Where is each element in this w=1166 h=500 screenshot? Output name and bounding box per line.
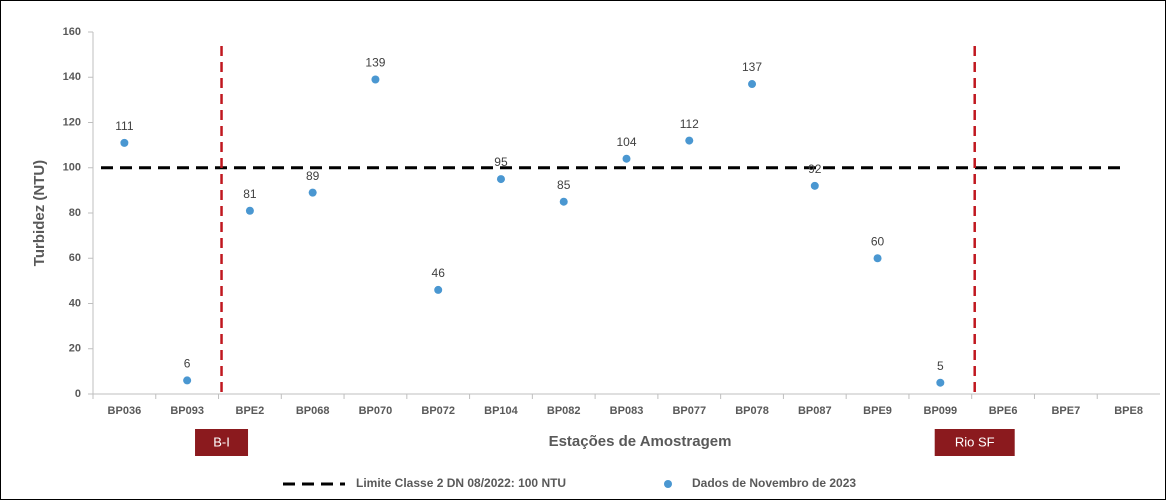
data-point	[183, 376, 192, 385]
y-tick-label: 40	[69, 297, 81, 309]
data-point	[434, 285, 443, 294]
x-tick-label: BP099	[924, 405, 958, 417]
data-point	[120, 138, 129, 147]
x-tick-label: BP068	[296, 405, 330, 417]
y-axis-title: Turbidez (NTU)	[31, 160, 48, 266]
data-label: 95	[494, 155, 508, 169]
data-label: 6	[184, 357, 191, 371]
x-tick-label: BP078	[735, 405, 769, 417]
x-tick-label: BP070	[359, 405, 393, 417]
x-axis-title: Estações de Amostragem	[549, 433, 732, 450]
x-tick-label: BPE2	[236, 405, 265, 417]
divider-label-box	[195, 429, 249, 456]
x-tick-label: BPE9	[863, 405, 892, 417]
data-point	[371, 75, 380, 84]
y-tick-label: 140	[63, 71, 81, 83]
data-label: 89	[306, 169, 320, 183]
x-tick-label: BP104	[484, 405, 519, 417]
data-label: 112	[680, 117, 699, 131]
data-label: 104	[616, 135, 636, 149]
data-label: 5	[937, 359, 944, 373]
data-label: 137	[742, 60, 762, 74]
y-tick-label: 20	[69, 343, 81, 355]
legend-label: Dados de Novembro de 2023	[692, 476, 856, 490]
x-tick-label: BP036	[108, 405, 142, 417]
x-tick-label: BP082	[547, 405, 581, 417]
data-label: 60	[871, 234, 885, 248]
data-point	[308, 188, 317, 197]
data-label: 111	[115, 119, 134, 133]
y-tick-label: 60	[69, 252, 81, 264]
legend-marker	[664, 480, 672, 488]
data-point	[622, 154, 631, 163]
x-tick-label: BP083	[610, 405, 644, 417]
y-tick-label: 160	[63, 26, 81, 38]
x-tick-label: BP072	[421, 405, 455, 417]
y-tick-label: 100	[63, 162, 81, 174]
legend-label: Limite Classe 2 DN 08/2022: 100 NTU	[356, 476, 566, 490]
data-point	[748, 80, 757, 89]
y-tick-label: 80	[69, 207, 81, 219]
data-point	[559, 197, 568, 206]
x-tick-label: BPE7	[1051, 405, 1080, 417]
data-point	[685, 136, 694, 145]
x-tick-label: BP077	[672, 405, 706, 417]
data-point	[873, 254, 882, 263]
x-tick-label: BP087	[798, 405, 832, 417]
data-label: 46	[432, 266, 446, 280]
x-tick-label: BP093	[170, 405, 204, 417]
data-label: 92	[808, 162, 822, 176]
y-tick-label: 0	[75, 388, 81, 400]
divider-label: Rio SF	[955, 434, 995, 449]
data-label: 85	[557, 178, 571, 192]
data-point	[936, 378, 945, 387]
y-tick-label: 120	[63, 116, 81, 128]
data-point	[810, 181, 819, 190]
data-point	[245, 206, 254, 215]
data-label: 81	[243, 187, 257, 201]
x-tick-label: BPE6	[989, 405, 1018, 417]
data-point	[496, 175, 505, 184]
divider-label: B-I	[213, 434, 230, 449]
x-tick-label: BPE8	[1114, 405, 1143, 417]
divider-label-box	[934, 429, 1015, 456]
data-label: 139	[365, 56, 385, 70]
